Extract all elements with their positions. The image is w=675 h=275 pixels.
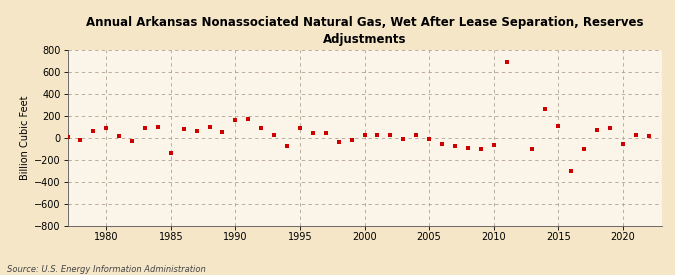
Point [75,138,86,142]
Point [294,126,305,130]
Point [333,140,344,145]
Point [630,133,641,137]
Point [127,139,138,143]
Point [230,118,241,123]
Point [256,126,267,130]
Point [243,117,254,122]
Point [153,125,163,129]
Point [591,128,602,133]
Point [604,126,615,130]
Point [540,107,551,112]
Point [191,129,202,133]
Point [437,141,448,146]
Point [618,141,628,146]
Text: Source: U.S. Energy Information Administration: Source: U.S. Energy Information Administ… [7,265,205,274]
Point [488,142,499,147]
Point [269,133,279,137]
Point [643,134,654,138]
Point [385,133,396,137]
Point [411,133,422,137]
Point [514,228,525,232]
Point [88,129,99,134]
Point [62,135,73,139]
Point [527,146,538,151]
Point [281,144,292,148]
Point [178,126,189,131]
Point [307,130,318,135]
Point [566,168,576,173]
Point [359,133,370,137]
Point [475,146,486,151]
Point [462,146,473,150]
Point [553,124,564,128]
Point [217,130,228,134]
Title: Annual Arkansas Nonassociated Natural Gas, Wet After Lease Separation, Reserves
: Annual Arkansas Nonassociated Natural Ga… [86,16,643,46]
Point [424,137,435,141]
Point [578,146,589,151]
Point [204,125,215,129]
Point [140,126,151,130]
Point [321,131,331,135]
Point [101,126,111,130]
Point [165,151,176,155]
Point [114,134,125,139]
Point [372,133,383,137]
Y-axis label: Billion Cubic Feet: Billion Cubic Feet [20,95,30,180]
Point [346,138,357,142]
Point [398,137,408,141]
Point [450,144,460,148]
Point [501,60,512,64]
